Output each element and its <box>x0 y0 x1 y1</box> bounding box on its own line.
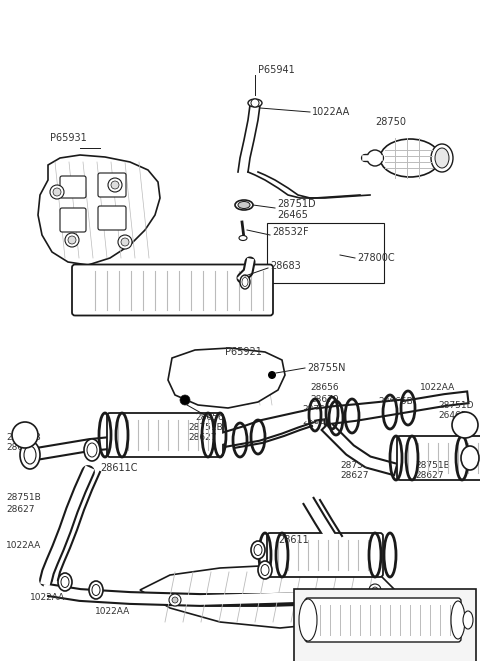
Circle shape <box>12 422 38 448</box>
FancyBboxPatch shape <box>60 176 86 198</box>
Circle shape <box>108 178 122 192</box>
Circle shape <box>65 233 79 247</box>
Ellipse shape <box>380 139 440 177</box>
Circle shape <box>50 185 64 199</box>
Text: 28751B: 28751B <box>302 405 337 414</box>
Text: 28665B: 28665B <box>378 397 413 407</box>
Ellipse shape <box>451 601 465 639</box>
Text: 28750: 28750 <box>375 117 406 127</box>
Ellipse shape <box>242 278 248 286</box>
FancyBboxPatch shape <box>72 264 273 315</box>
Text: 28627: 28627 <box>6 504 35 514</box>
Text: 28751D: 28751D <box>438 401 473 410</box>
Circle shape <box>452 412 478 438</box>
Text: 28627: 28627 <box>415 471 444 481</box>
Text: P65921: P65921 <box>225 347 262 357</box>
Text: 26465: 26465 <box>277 210 308 220</box>
Circle shape <box>68 236 76 244</box>
FancyBboxPatch shape <box>98 173 126 197</box>
Text: REGULATION): REGULATION) <box>349 609 420 619</box>
Text: A: A <box>21 430 29 440</box>
Circle shape <box>118 235 132 249</box>
FancyBboxPatch shape <box>267 533 383 577</box>
Ellipse shape <box>258 561 272 579</box>
Text: 26465: 26465 <box>438 412 467 420</box>
Ellipse shape <box>261 564 269 576</box>
Circle shape <box>111 181 119 189</box>
Circle shape <box>53 188 61 196</box>
Circle shape <box>172 597 178 603</box>
Text: P65941: P65941 <box>258 65 295 75</box>
Polygon shape <box>168 348 285 408</box>
Text: 28627: 28627 <box>302 416 331 426</box>
FancyBboxPatch shape <box>294 589 476 661</box>
Ellipse shape <box>20 441 40 469</box>
Text: 28627: 28627 <box>188 434 216 442</box>
Text: 1022AA: 1022AA <box>312 107 350 117</box>
Text: 11291: 11291 <box>195 427 226 437</box>
Circle shape <box>121 238 129 246</box>
Text: A: A <box>461 420 469 430</box>
Text: 1125AE: 1125AE <box>185 417 223 427</box>
Text: 28627: 28627 <box>340 471 369 481</box>
Text: 28751B: 28751B <box>415 461 450 469</box>
Ellipse shape <box>435 148 449 168</box>
Text: 1022AA: 1022AA <box>420 383 455 393</box>
Ellipse shape <box>89 581 103 599</box>
Text: 1022AA: 1022AA <box>6 541 41 549</box>
Circle shape <box>367 150 383 166</box>
Text: 28751D: 28751D <box>277 199 316 209</box>
Text: 28611C: 28611C <box>100 463 137 473</box>
Text: 27800C: 27800C <box>357 253 395 263</box>
Ellipse shape <box>92 584 100 596</box>
Ellipse shape <box>463 611 473 629</box>
Text: 28751B: 28751B <box>340 461 375 469</box>
Text: 28751B: 28751B <box>6 432 41 442</box>
Ellipse shape <box>299 599 317 641</box>
Ellipse shape <box>251 541 265 559</box>
Circle shape <box>372 587 378 593</box>
Text: 28751B: 28751B <box>6 494 41 502</box>
Ellipse shape <box>461 446 479 470</box>
Ellipse shape <box>24 446 36 464</box>
Text: (EMSSION: (EMSSION <box>359 597 411 607</box>
FancyBboxPatch shape <box>397 436 480 480</box>
FancyBboxPatch shape <box>305 598 461 642</box>
Polygon shape <box>38 155 160 265</box>
Text: 28751B: 28751B <box>188 424 223 432</box>
Ellipse shape <box>239 235 247 241</box>
Text: 1022AA: 1022AA <box>30 594 65 602</box>
Ellipse shape <box>87 443 97 457</box>
Circle shape <box>180 395 190 405</box>
Circle shape <box>251 99 259 107</box>
Text: 28679: 28679 <box>310 395 338 405</box>
Ellipse shape <box>431 144 453 172</box>
Circle shape <box>169 594 181 606</box>
Ellipse shape <box>58 573 72 591</box>
Text: 28532F: 28532F <box>272 227 309 237</box>
Text: 28656: 28656 <box>310 383 338 393</box>
Polygon shape <box>140 565 395 628</box>
Ellipse shape <box>248 99 262 107</box>
Text: 28950: 28950 <box>369 623 401 633</box>
Ellipse shape <box>61 576 69 588</box>
Ellipse shape <box>238 202 250 208</box>
Ellipse shape <box>84 439 100 461</box>
Text: 28611: 28611 <box>278 535 309 545</box>
FancyBboxPatch shape <box>107 413 223 457</box>
Ellipse shape <box>235 200 253 210</box>
Text: 1022AA: 1022AA <box>95 607 130 617</box>
Text: 28755N: 28755N <box>307 363 346 373</box>
Text: P65931: P65931 <box>50 133 87 143</box>
FancyBboxPatch shape <box>98 206 126 230</box>
Circle shape <box>268 371 276 379</box>
Text: 28627: 28627 <box>6 444 35 453</box>
Ellipse shape <box>240 275 250 289</box>
Text: 28656: 28656 <box>195 414 224 422</box>
Text: 28683: 28683 <box>270 261 301 271</box>
Ellipse shape <box>254 545 262 555</box>
FancyBboxPatch shape <box>60 208 86 232</box>
Circle shape <box>369 584 381 596</box>
